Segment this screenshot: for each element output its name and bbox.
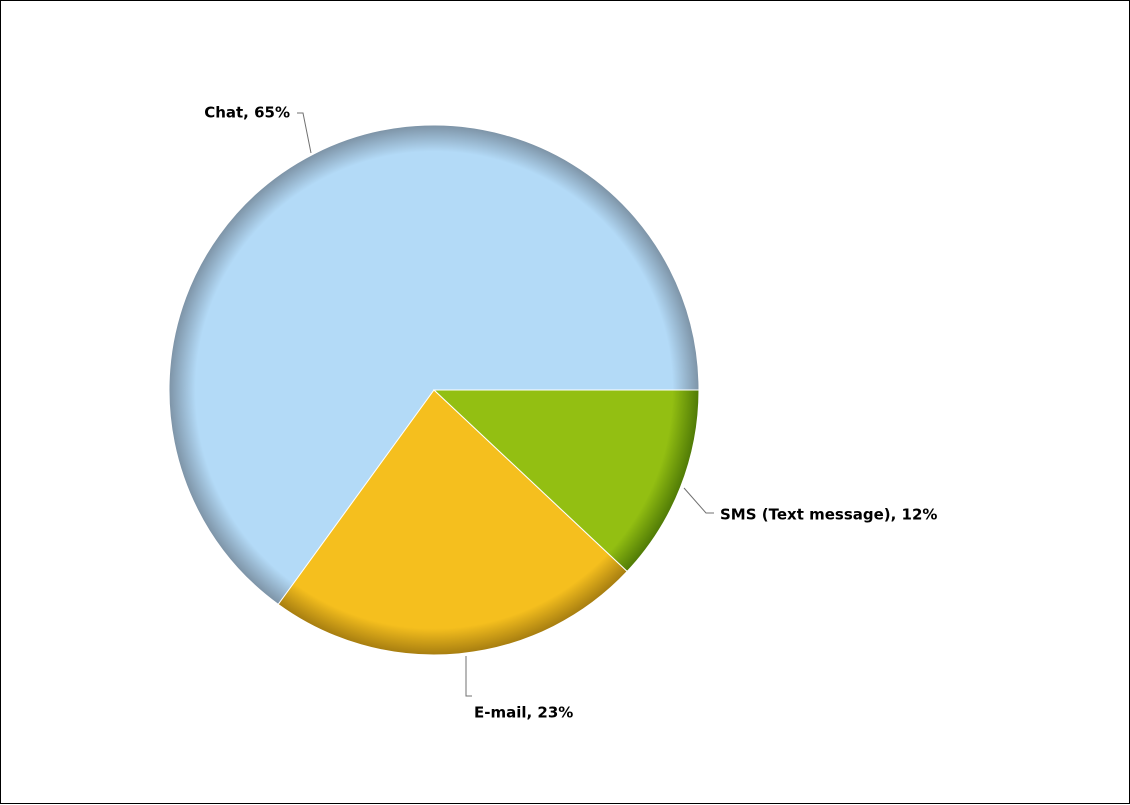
leader-lines bbox=[297, 112, 714, 697]
data-label-chat: Chat, 65% bbox=[204, 104, 290, 122]
leader-line-chat bbox=[297, 112, 312, 154]
pie-slice-chat bbox=[168, 124, 700, 606]
data-label-email: E-mail, 23% bbox=[474, 704, 573, 722]
data-label-sms: SMS (Text message), 12% bbox=[720, 506, 937, 524]
pie-slice-sms-text-message bbox=[432, 389, 700, 573]
pie-slice-e-mail bbox=[277, 389, 628, 656]
slices-layer bbox=[168, 124, 700, 656]
leader-line-email bbox=[465, 656, 472, 697]
data-labels: Chat, 65% E-mail, 23% SMS (Text message)… bbox=[204, 104, 937, 722]
leader-line-sms bbox=[683, 487, 714, 514]
